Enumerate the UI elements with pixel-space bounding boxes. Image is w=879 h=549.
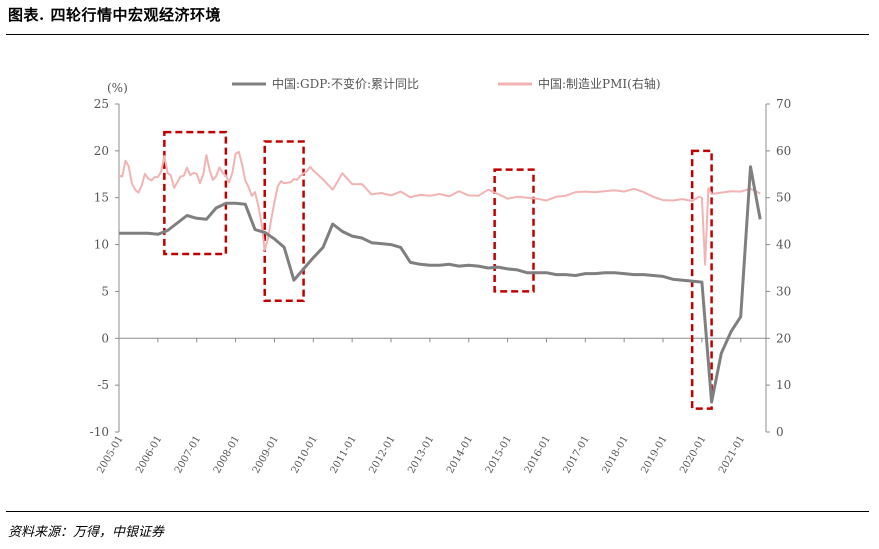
x-axis-tick-label: 2014-01 [445, 434, 475, 475]
left-axis-tick-label: 25 [94, 97, 109, 111]
right-axis-tick-label: 50 [776, 191, 791, 205]
chart-title: 图表. 四轮行情中宏观经济环境 [8, 6, 221, 24]
x-axis-tick-label: 2006-01 [134, 434, 164, 475]
right-axis-tick-label: 30 [776, 284, 791, 298]
x-axis-tick-label: 2017-01 [562, 434, 592, 475]
right-axis-tick-label: 60 [776, 144, 791, 158]
highlight-box [493, 168, 535, 293]
left-axis-tick-label: -5 [97, 378, 109, 392]
right-axis-tick-label: 40 [776, 238, 791, 252]
left-axis-tick-label: 5 [101, 284, 109, 298]
left-axis-tick-label: 15 [94, 191, 109, 205]
right-axis-tick-label: 10 [776, 378, 791, 392]
x-axis-tick-label: 2009-01 [251, 434, 281, 475]
x-axis-tick-label: 2015-01 [484, 434, 514, 475]
x-axis-tick-label: 2011-01 [328, 434, 358, 475]
x-axis-tick-label: 2012-01 [367, 434, 397, 475]
left-axis-unit-label: (%) [107, 81, 128, 95]
highlight-boxes [163, 130, 713, 410]
top-rule [6, 34, 869, 35]
source-note: 资料来源：万得，中银证券 [8, 525, 165, 540]
x-axis-tick-label: 2008-01 [212, 434, 242, 475]
x-axis-tick-label: 2010-01 [290, 434, 320, 475]
x-axis-tick-label: 2018-01 [600, 434, 630, 475]
bottom-rule [6, 511, 869, 512]
left-axis-tick-label: -10 [90, 425, 109, 439]
axes: -10 -5 0 5 10 15 20 25 (%) 0 10 20 30 40 50 60 70 2005-01… [90, 81, 792, 475]
left-axis-tick-label: 0 [101, 331, 109, 345]
series-lines [118, 150, 762, 404]
legend-label: 中国:GDP:不变价:累计同比 [272, 76, 419, 91]
legend: 中国:GDP:不变价:累计同比 中国:制造业PMI(右轴) [232, 76, 661, 91]
x-axis-tick-label: 2005-01 [95, 434, 125, 475]
highlight-box [163, 130, 228, 256]
left-axis-tick-label: 10 [94, 238, 109, 252]
x-axis-tick-label: 2007-01 [173, 434, 203, 475]
highlight-box [690, 149, 713, 410]
right-axis-tick-label: 20 [776, 331, 791, 345]
x-axis-tick-label: 2016-01 [523, 434, 553, 475]
x-axis-tick-label: 2021-01 [717, 434, 747, 475]
x-axis-tick-label: 2020-01 [678, 434, 708, 475]
gdp-series-line [119, 165, 762, 404]
legend-label: 中国:制造业PMI(右轴) [538, 76, 661, 91]
x-axis-tick-label: 2013-01 [406, 434, 436, 475]
left-axis-tick-label: 20 [94, 144, 109, 158]
pmi-series-line [118, 150, 761, 266]
right-axis-tick-label: 0 [776, 425, 784, 439]
x-axis-tick-label: 2019-01 [639, 434, 669, 475]
right-axis-tick-label: 70 [776, 97, 791, 111]
